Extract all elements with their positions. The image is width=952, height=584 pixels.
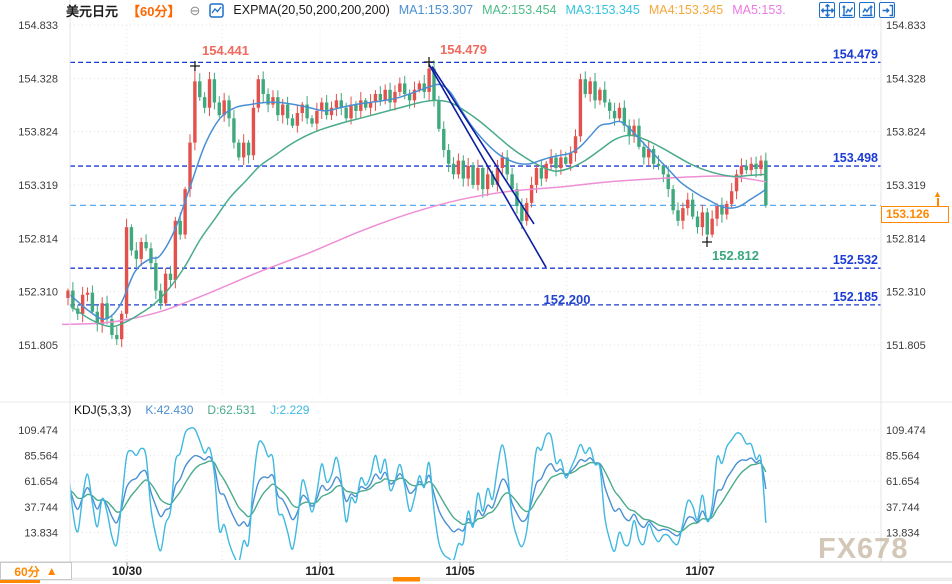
chart-text: 11/01 [305, 564, 335, 578]
chart-text: 13.834 [24, 527, 58, 539]
indicator-name: EXPMA(20,50,200,200,200) [233, 3, 390, 17]
chart-text: 152.532 [833, 253, 878, 267]
chart-text: 13.834 [886, 527, 920, 539]
chart-text: 153.498 [833, 151, 878, 165]
chart-text: 11/07 [685, 564, 715, 578]
chart-text: 154.441 [202, 43, 249, 58]
tab-60min[interactable]: 60分 ▲ [0, 562, 72, 580]
scrollbar-track[interactable] [0, 577, 952, 582]
chart-text: 154.328 [18, 73, 58, 85]
chart-text: 154.833 [886, 20, 926, 32]
symbol-title: 美元日元 [66, 3, 119, 19]
chart-text: 10/30 [112, 564, 142, 578]
period-label: 【60分】 [127, 3, 181, 19]
chart-text: 11/05 [445, 564, 475, 578]
date-axis: 10/30 11/01 11/05 11/07 [112, 562, 715, 578]
current-price-badge: 153.126 [881, 206, 949, 223]
fx678-watermark: FX678 [818, 533, 909, 565]
collapse-indicator-icon[interactable]: ⊖ [189, 2, 201, 18]
chart-text: 151.805 [886, 340, 926, 352]
ma-line-EXPMA20 [69, 83, 767, 321]
chart-text: 152.812 [712, 248, 759, 263]
chart-text: 37.744 [24, 502, 58, 514]
chart-text: 152.310 [18, 287, 58, 299]
collapse-panel-icon[interactable] [879, 2, 895, 18]
ma2-value: MA2:153.454 [482, 3, 557, 17]
chart-text: 153.824 [886, 127, 926, 139]
chart-text: 151.805 [18, 340, 58, 352]
chart-text: 61.654 [886, 476, 920, 488]
price-up-arrow-stem [937, 198, 939, 206]
price-up-arrow-icon: ▲ [933, 189, 942, 199]
chart-text: 153.824 [18, 127, 58, 139]
chart-text: 152.814 [18, 233, 58, 245]
kdj-header: KDJ(5,3,3) K:42.430 D:62.531 J:2.229 [0, 402, 309, 418]
chart-header: 美元日元 【60分】 ⊖ EXPMA(20,50,200,200,200) MA… [66, 1, 786, 19]
pan-crosshair-icon[interactable] [819, 2, 835, 18]
kdj-lines [70, 426, 767, 560]
chart-text: 153.319 [886, 180, 926, 192]
zoom-axis-left-icon[interactable] [839, 2, 855, 18]
ma-line-EXPMA200 [62, 175, 767, 326]
kdj-title: KDJ(5,3,3) [74, 403, 132, 417]
chart-text: 154.833 [18, 20, 58, 32]
panel-borders [0, 0, 952, 563]
chart-text: 152.200 [544, 292, 591, 307]
chart-text: 37.744 [886, 502, 920, 514]
price-annotations: 154.441 154.479 152.812 152.200 [190, 42, 759, 307]
chart-text: 154.328 [886, 73, 926, 85]
tab-60min-arrow-icon: ▲ [45, 564, 58, 578]
chart-text: 152.185 [833, 290, 878, 304]
ma4-value: MA4:153.345 [648, 3, 724, 17]
kdj-k-value: K:42.430 [145, 403, 194, 417]
trendlines[interactable] [428, 64, 547, 268]
chart-text: 85.564 [886, 451, 920, 463]
ma1-value: MA1:153.307 [398, 3, 474, 17]
chart-text: 153.319 [18, 180, 58, 192]
scrollbar-thumb[interactable] [393, 577, 420, 582]
ma3-value: MA3:153.345 [565, 3, 640, 17]
chart-text: 154.479 [833, 47, 878, 61]
chart-text: 152.814 [886, 233, 926, 245]
zoom-axis-right-icon[interactable] [859, 2, 875, 18]
main-gridlines [70, 24, 881, 533]
chart-text: 85.564 [24, 451, 58, 463]
chart-toolbar [819, 2, 895, 18]
line-chart-icon[interactable] [209, 2, 225, 18]
tab-active-underline [0, 580, 40, 583]
tab-60min-label: 60分 [14, 564, 40, 579]
chart-text: 152.310 [886, 287, 926, 299]
chart-text: 109.474 [886, 425, 926, 437]
kdj-d-value: D:62.531 [207, 403, 257, 417]
kdj-j-value: J:2.229 [270, 403, 310, 417]
ma-line-EXPMA50 [69, 99, 767, 328]
chart-text: 109.474 [18, 425, 58, 437]
vertical-gridlines [126, 25, 701, 560]
chart-text: 61.654 [24, 476, 58, 488]
ma5-value: MA5:153. [732, 3, 786, 17]
main-axis-labels: 154.833 154.833 154.328 154.328 153.824 153.8… [18, 20, 926, 539]
chart-text: 154.479 [440, 42, 487, 57]
